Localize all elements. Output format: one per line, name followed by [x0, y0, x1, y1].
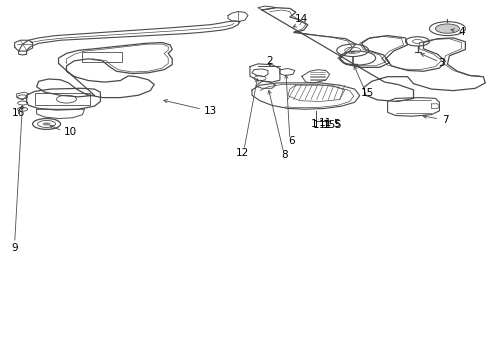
Text: 1: 1: [311, 119, 317, 129]
Text: 5: 5: [333, 119, 340, 129]
Text: 10: 10: [64, 127, 77, 137]
Text: 14: 14: [295, 14, 309, 24]
Text: 3: 3: [438, 58, 445, 68]
Text: 12: 12: [235, 148, 248, 158]
Text: 7: 7: [442, 115, 449, 125]
Text: 16: 16: [12, 108, 25, 118]
Text: 15: 15: [361, 88, 374, 98]
Text: 11: 11: [319, 118, 332, 128]
Circle shape: [43, 122, 50, 126]
Bar: [82, 52, 122, 62]
Bar: [35, 93, 91, 105]
Circle shape: [436, 24, 460, 33]
Text: 1: 1: [313, 120, 319, 130]
Text: 6: 6: [289, 136, 295, 146]
Text: 11: 11: [319, 120, 332, 130]
Text: 15: 15: [323, 120, 336, 130]
Text: 13: 13: [203, 106, 217, 116]
Text: 2: 2: [267, 56, 273, 66]
Text: 5: 5: [334, 120, 341, 130]
Circle shape: [350, 51, 356, 53]
Text: 4: 4: [458, 27, 465, 37]
Text: 9: 9: [11, 243, 18, 253]
Text: 8: 8: [282, 150, 288, 160]
